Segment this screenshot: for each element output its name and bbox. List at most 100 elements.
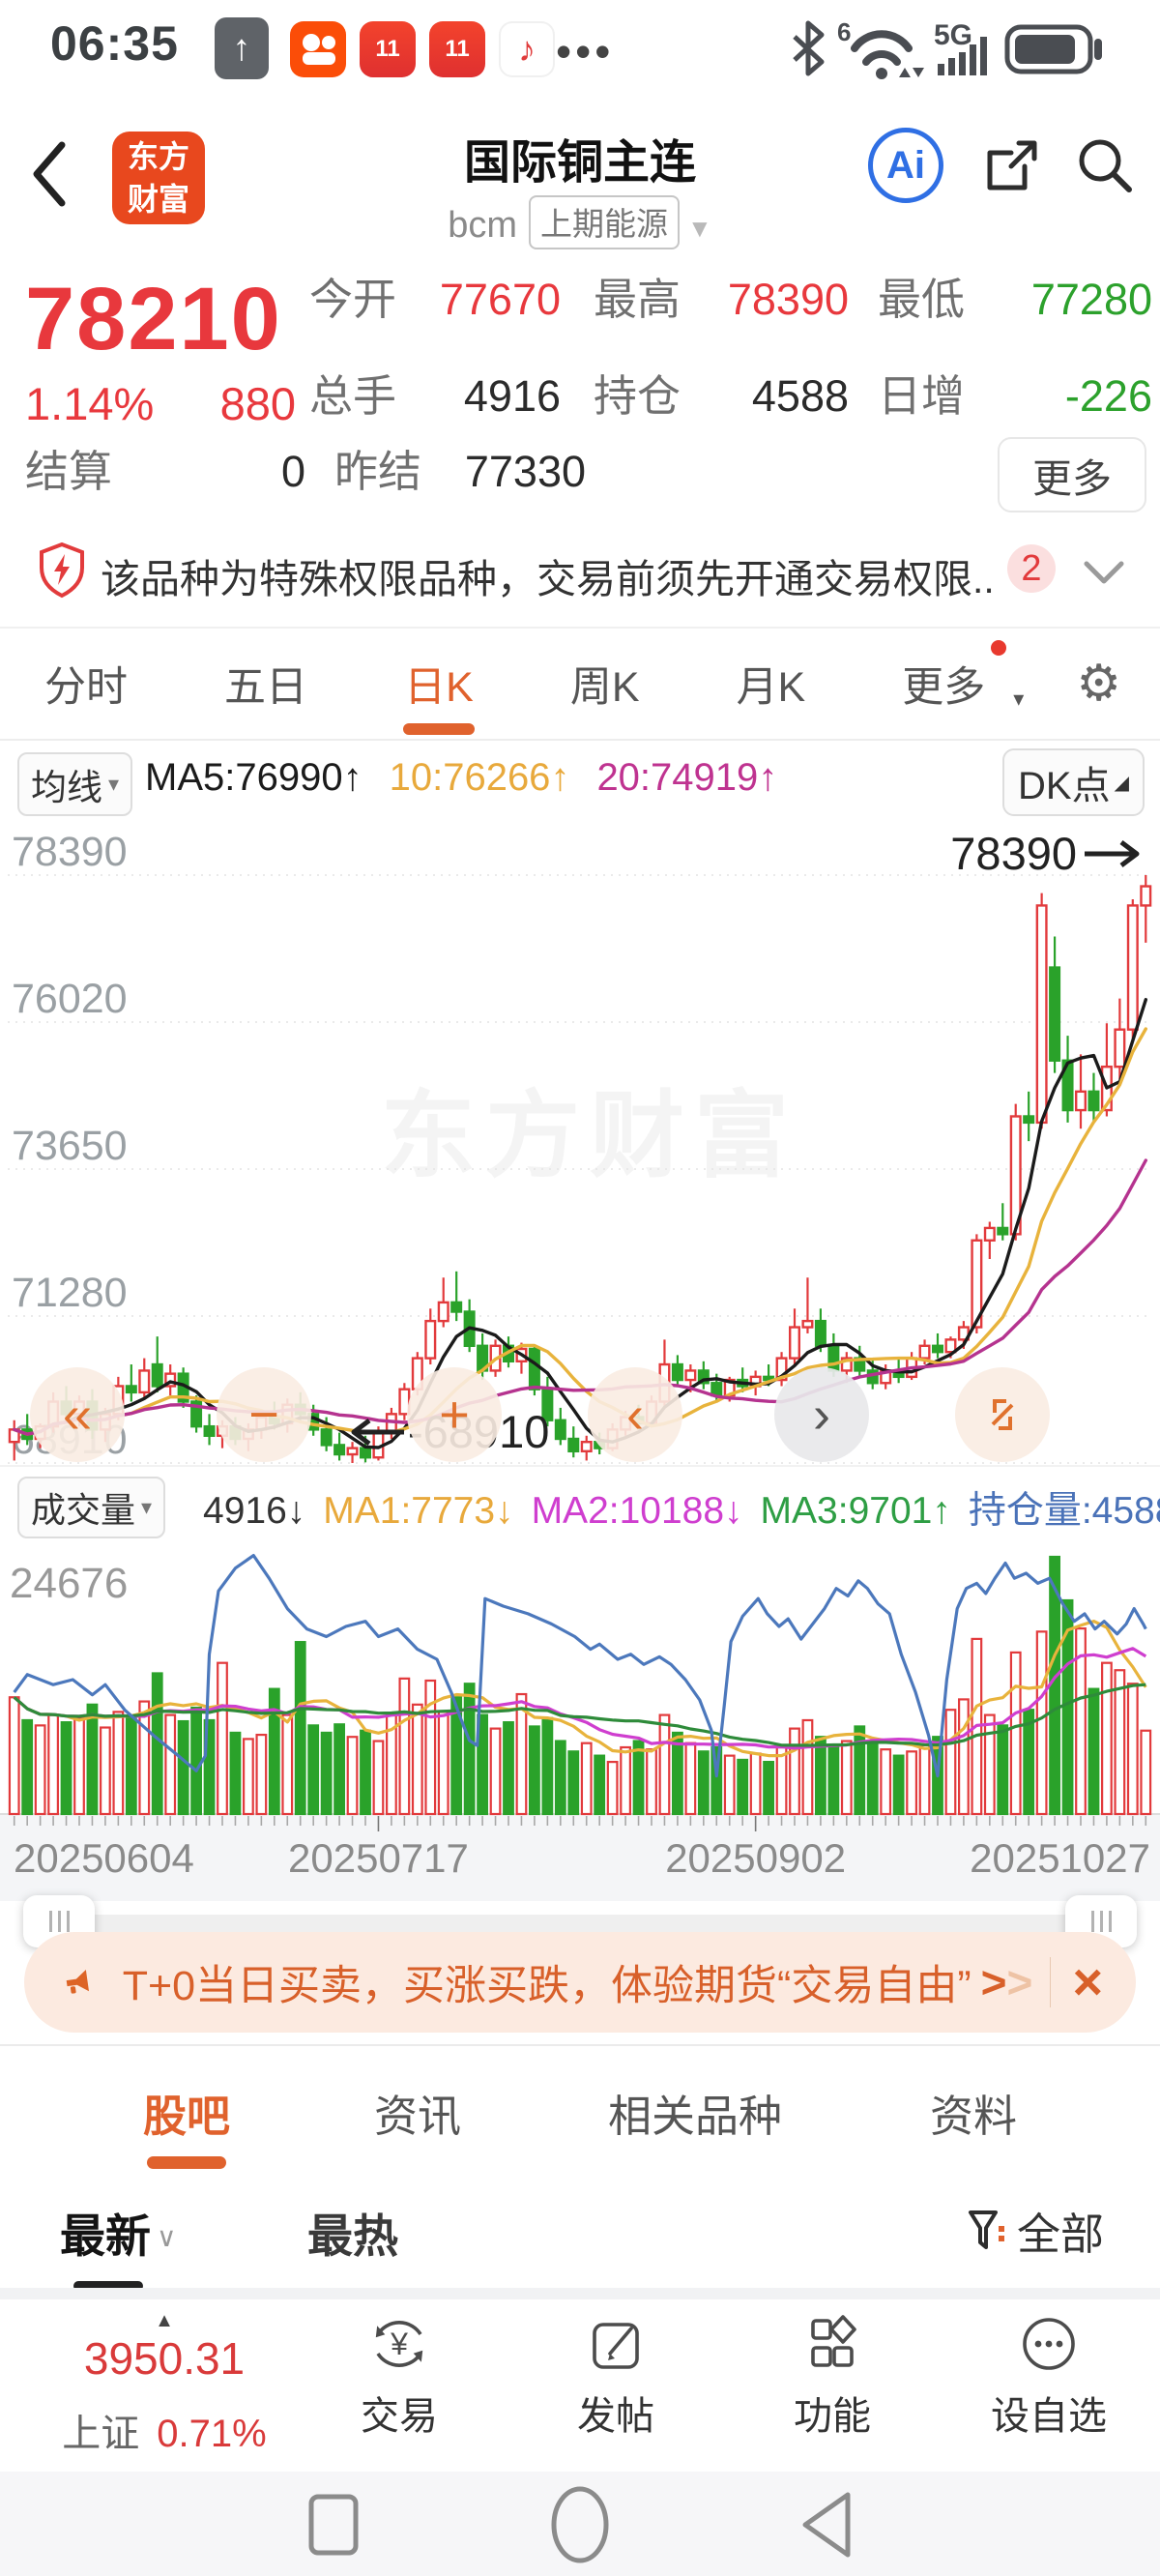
home-icon[interactable] — [551, 2486, 609, 2563]
x-axis-date: 20250902 — [665, 1835, 847, 1881]
exchange-tag: 上期能源 — [529, 195, 681, 249]
notice-bar[interactable]: 该品种为特殊权限品种，交易前须先开通交易权限.. 2 — [0, 517, 1160, 629]
zoom-out-button[interactable]: − — [217, 1367, 311, 1462]
发帖-button[interactable]: 发帖 — [538, 2299, 693, 2441]
index-value: 3950.31 — [83, 2333, 246, 2384]
volume-indicator-row: 成交量 ▾ 4916↓ MA1:7773↓ MA2:10188↓ MA3:9701↑ 持仓… — [0, 1465, 1160, 1549]
tab-更多[interactable]: 更多 ▾ — [896, 640, 1024, 723]
arrow-left-icon — [351, 1418, 404, 1446]
bluetooth-icon — [793, 20, 825, 76]
shopping-11-icon: 11 — [360, 21, 416, 77]
instrument-code: bcm — [448, 205, 518, 246]
search-icon[interactable] — [1071, 132, 1141, 201]
music-icon: ♪ — [499, 21, 555, 77]
quote-panel: 78210 1.14% 880 今开 77670 最高 78390 最低 77280 总手… — [0, 263, 1160, 517]
设自选-button[interactable]: 设自选 — [972, 2299, 1126, 2441]
settle-label: 结算 — [25, 447, 113, 496]
trade-yuan-icon: ¥ — [322, 2313, 477, 2375]
tab-hottest[interactable]: 最热 — [307, 2210, 398, 2262]
back-icon[interactable] — [802, 2492, 851, 2558]
quote-label: 最高 — [594, 275, 682, 324]
divider — [0, 2288, 1160, 2299]
pan-left-button[interactable]: ‹ — [588, 1367, 682, 1462]
megaphone-icon — [66, 1969, 89, 1994]
tab-分时[interactable]: 分时 — [44, 664, 128, 711]
tab-五日[interactable]: 五日 — [224, 664, 308, 711]
功能-button[interactable]: 功能 — [755, 2299, 910, 2441]
zoom-in-button[interactable]: + — [407, 1367, 502, 1462]
content-tabs: 股吧 资讯 相关品种 资料 — [0, 2044, 1160, 2181]
volume-plot[interactable]: 24676 — [0, 1547, 1160, 1837]
back-icon[interactable] — [25, 135, 72, 213]
prev-settle-value: 77330 — [464, 447, 586, 496]
settle-value: 0 — [280, 447, 305, 496]
x-axis-date: 20250604 — [14, 1835, 194, 1881]
y-axis-label: 71280 — [12, 1270, 128, 1316]
status-bar: 06:35 ↑ 11 11 ♪ ••• 6 5G — [0, 0, 1160, 97]
bottom-toolbar: ▲ 3950.31 上证 0.71% ¥ 交易 发帖 功能 设自选 — [0, 2299, 1160, 2472]
quote-value: 78390 — [727, 275, 849, 324]
filter-funnel-icon — [968, 2210, 1004, 2249]
recent-apps-icon[interactable] — [308, 2494, 359, 2556]
dk-point-button[interactable]: DK点 ◢ — [1002, 748, 1145, 816]
svg-text:6: 6 — [837, 17, 851, 46]
close-icon[interactable]: × — [1072, 1953, 1103, 2011]
ai-assistant-button[interactable]: Ai — [868, 128, 943, 203]
settings-gear-icon[interactable]: ⚙ — [1076, 656, 1121, 712]
volume-selector-button[interactable]: 成交量 ▾ — [17, 1477, 166, 1538]
ma-value: MA5:76990↑ — [145, 756, 362, 799]
resize-corner-icon: ◢ — [1114, 772, 1129, 794]
index-quote-button[interactable]: ▲ 3950.31 上证 0.71% — [39, 2299, 290, 2458]
tab-资料[interactable]: 资料 — [929, 2092, 1018, 2141]
quote-value: -226 — [1064, 371, 1152, 421]
5g-signal-icon: 5G — [934, 19, 987, 75]
fullscreen-button[interactable] — [955, 1367, 1050, 1462]
toolbar-label: 设自选 — [991, 2395, 1107, 2438]
status-right-icons: 6 5G — [793, 17, 1102, 79]
tab-周K[interactable]: 周K — [569, 664, 640, 711]
instrument-subtitle[interactable]: bcm 上期能源 ▼ — [0, 195, 1160, 249]
candle-plot: 7839076020736507128068910 — [8, 829, 1152, 1464]
clock: 06:35 — [50, 16, 179, 71]
volume-indicator-value: 持仓量:4588↓ — [968, 1490, 1160, 1532]
banner-arrow-faded: > — [1006, 1957, 1033, 2007]
red-dot-badge — [991, 640, 1007, 656]
tab-latest[interactable]: 最新 ∨ — [60, 2199, 177, 2291]
filter-button[interactable]: 全部 — [965, 2199, 1104, 2262]
quote-label: 最低 — [878, 275, 966, 324]
y-axis-label: 78390 — [12, 829, 128, 875]
index-name: 上证 — [62, 2413, 140, 2455]
system-navbar — [0, 2472, 1160, 2576]
pan-right-button[interactable]: › — [774, 1367, 869, 1462]
y-axis-label: 73650 — [12, 1123, 128, 1169]
quote-value: 4588 — [751, 371, 849, 421]
promo-banner[interactable]: T+0当日买卖，买涨买跌，体验期货“交易自由” > > × — [24, 1932, 1136, 2033]
last-price: 78210 — [25, 270, 282, 368]
quote-value: 77670 — [439, 275, 561, 324]
battery-icon — [1004, 24, 1102, 74]
quote-label: 持仓 — [594, 371, 682, 421]
share-icon[interactable] — [976, 132, 1046, 201]
tab-相关品种[interactable]: 相关品种 — [607, 2092, 783, 2141]
chevron-down-icon[interactable] — [1083, 560, 1125, 585]
quote-value: 4916 — [463, 371, 561, 421]
volume-indicator-value: MA2:10188↓ — [531, 1490, 743, 1532]
quote-label: 日增 — [878, 371, 966, 421]
ma-selector-button[interactable]: 均线 ▾ — [17, 752, 133, 816]
交易-button[interactable]: ¥ 交易 — [322, 2299, 477, 2441]
kuaishou-icon — [290, 21, 346, 77]
volume-indicator-value: 4916↓ — [203, 1490, 306, 1532]
quote-row-2: 总手 4916 持仓 4588 日增 -226 — [309, 367, 1152, 425]
tab-资讯[interactable]: 资讯 — [373, 2092, 462, 2141]
fast-backward-button[interactable]: « — [30, 1367, 125, 1462]
tab-日K[interactable]: 日K — [398, 644, 479, 723]
tab-股吧[interactable]: 股吧 — [143, 2081, 230, 2144]
tab-月K[interactable]: 月K — [736, 664, 806, 711]
more-button[interactable]: 更多 — [998, 437, 1146, 512]
high-price-annotation: 78390 — [950, 827, 1146, 880]
post-pencil-icon — [538, 2313, 693, 2375]
notice-text: 该品种为特殊权限品种，交易前须先开通交易权限.. — [101, 557, 995, 601]
change-percent: 1.14% — [25, 378, 155, 429]
